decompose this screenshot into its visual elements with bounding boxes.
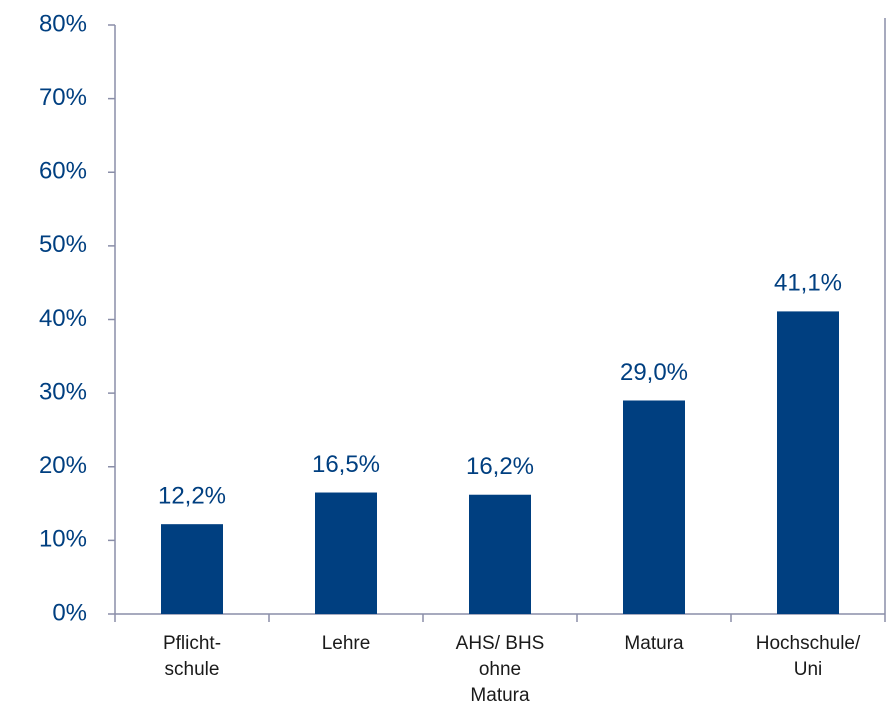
- value-label: 16,2%: [466, 453, 534, 480]
- y-tick-label: 80%: [39, 10, 87, 37]
- bar: [469, 494, 531, 614]
- value-label: 41,1%: [774, 270, 842, 297]
- x-tick-label: Hochschule/ Uni: [755, 633, 861, 680]
- bar: [161, 524, 223, 614]
- x-tick-label: Matura: [624, 633, 684, 654]
- y-tick-label: 40%: [39, 305, 87, 332]
- y-tick-label: 30%: [39, 378, 87, 405]
- x-tick-label: AHS/ BHS ohne Matura: [455, 633, 545, 706]
- y-tick-label: 50%: [39, 231, 87, 258]
- y-tick-label: 10%: [39, 526, 87, 553]
- x-tick-label: Pflicht- schule: [162, 633, 222, 680]
- value-label: 12,2%: [158, 483, 226, 510]
- value-label: 16,5%: [312, 451, 380, 478]
- bar: [777, 311, 839, 614]
- bar: [315, 492, 377, 614]
- bar: [623, 400, 685, 614]
- y-tick-label: 70%: [39, 84, 87, 111]
- x-tick-label: Lehre: [321, 633, 371, 654]
- value-label: 29,0%: [620, 359, 688, 386]
- y-tick-label: 60%: [39, 158, 87, 185]
- y-tick-label: 20%: [39, 452, 87, 479]
- y-tick-label: 0%: [52, 599, 87, 626]
